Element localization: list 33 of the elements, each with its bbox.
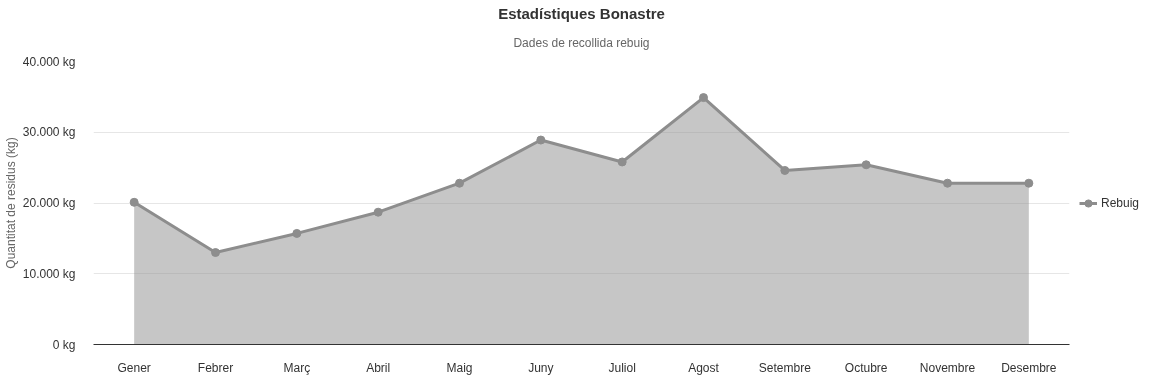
point (211, 248, 220, 258)
x-tick-label: Setembre (758, 360, 812, 375)
point (536, 135, 546, 145)
point (861, 160, 871, 170)
x-tick-label: Gener (117, 360, 151, 375)
y-tick-label: 40.000 kg (22, 54, 76, 69)
x-tick-label: Desembre (1001, 360, 1057, 375)
x-tick-label: Juny (528, 360, 554, 375)
point (617, 157, 627, 167)
y-tick-label: 0 kg (52, 337, 76, 352)
chart-subtitle: Dades de recollida rebuig (513, 35, 650, 50)
y-tick-label: 10.000 kg (22, 266, 76, 281)
point (1024, 178, 1034, 188)
point (455, 178, 464, 188)
point (129, 197, 139, 207)
point (373, 207, 383, 217)
x-tick-label: Febrer (197, 360, 234, 375)
x-tick-label: Abril (366, 360, 391, 375)
x-tick-label: Maig (446, 360, 473, 375)
point (780, 165, 790, 175)
x-tick-label: Març (283, 360, 311, 375)
x-tick-label: Agost (688, 360, 720, 375)
y-tick-label: 20.000 kg (22, 196, 76, 210)
y-tick-label: 30.000 kg (22, 125, 76, 140)
chart-title: Estadístiques Bonastre (498, 4, 665, 22)
x-tick-label: Octubre (844, 360, 888, 375)
point (943, 178, 952, 188)
legend-label: Rebuig (1101, 195, 1140, 210)
point (292, 228, 302, 238)
x-tick-label: Novembre (919, 360, 976, 375)
x-tick-label: Juliol (608, 360, 636, 375)
point (699, 93, 708, 103)
y-axis-title: Quantitat de residus (kg) (3, 137, 18, 269)
